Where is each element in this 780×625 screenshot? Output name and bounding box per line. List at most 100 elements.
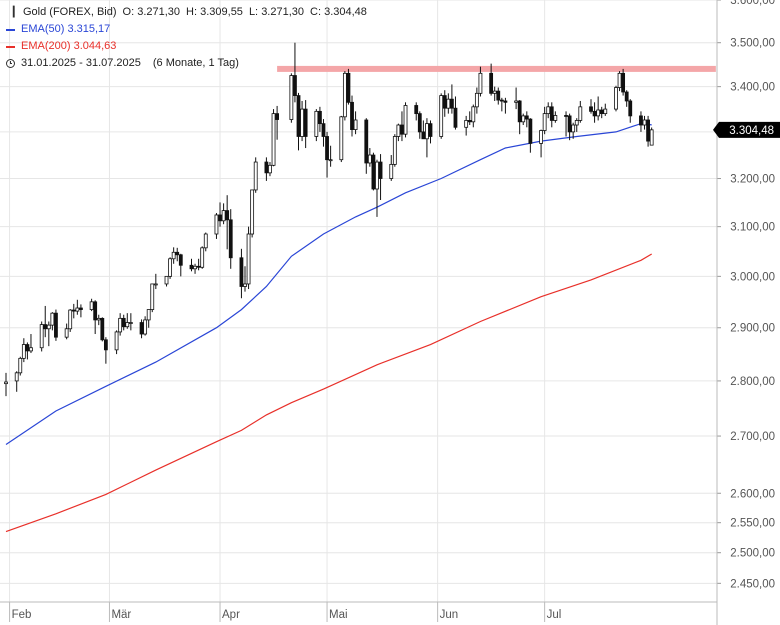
candle-body <box>54 312 58 338</box>
legend-ema50-row[interactable]: EMA(50) 3.315,17 <box>6 21 367 38</box>
candle <box>14 371 19 392</box>
candle <box>246 226 251 290</box>
close-label: C: <box>310 6 322 18</box>
ema50-series <box>5 122 652 445</box>
candle-body <box>539 130 543 144</box>
candle-body <box>546 106 551 115</box>
candle <box>79 304 83 318</box>
candle-body <box>246 233 251 285</box>
candle-body <box>264 161 269 174</box>
open-label: O: <box>122 6 135 18</box>
candle-body <box>14 372 19 382</box>
candle-body <box>474 92 479 108</box>
candle-body <box>624 91 629 102</box>
candle <box>225 195 230 250</box>
candle-body <box>125 322 130 328</box>
candle <box>321 119 326 147</box>
candle <box>439 93 444 139</box>
candle-body <box>478 72 483 94</box>
candle-body <box>439 95 444 137</box>
y-tick-label: 3.100,00 <box>730 222 775 234</box>
candle-body <box>528 118 533 144</box>
legend-range-row: 31.01.2025 - 31.07.2025 (6 Monate, 1 Tag… <box>6 55 367 72</box>
candle <box>346 68 351 105</box>
candle <box>153 273 158 290</box>
candle <box>449 84 454 114</box>
candle <box>164 275 169 287</box>
candle-body <box>400 124 404 135</box>
candle-body <box>599 109 604 115</box>
candle-body <box>164 275 169 285</box>
candle-body <box>175 251 180 256</box>
candle <box>503 97 508 114</box>
candle-body <box>521 115 526 123</box>
candle <box>396 123 401 142</box>
candle-body <box>639 115 643 126</box>
candle <box>524 111 529 128</box>
low-value: 3.271,30 <box>261 6 305 18</box>
y-tick-label: 2.600,00 <box>730 488 775 500</box>
close-value: 3.304,48 <box>324 6 367 18</box>
x-tick-label: Jun <box>440 609 459 621</box>
candle <box>567 113 572 141</box>
candle-body <box>303 108 308 137</box>
candle-body <box>446 98 451 109</box>
candle <box>114 330 119 355</box>
candle-body <box>39 324 44 349</box>
candle <box>18 356 23 376</box>
candle <box>43 305 48 338</box>
candle-body <box>592 110 597 117</box>
candle-body <box>492 90 497 94</box>
candle-body <box>325 136 329 161</box>
candle-body <box>499 99 504 102</box>
candle-body <box>549 106 554 121</box>
candle-body <box>318 110 322 125</box>
symbol-name: Gold (FOREX, Bid) <box>23 6 117 18</box>
candle-body <box>293 75 297 96</box>
date-range: 31.01.2025 - 31.07.2025 <box>21 57 141 69</box>
candle-body <box>146 309 151 321</box>
candle-body <box>389 163 394 179</box>
candle <box>371 152 376 191</box>
candle <box>367 148 372 167</box>
candle <box>539 129 543 158</box>
candle-body <box>4 381 8 385</box>
candle <box>574 118 579 132</box>
candle <box>589 99 593 114</box>
candle-body <box>428 123 433 137</box>
candle-body <box>89 301 94 310</box>
high-value: 3.309,55 <box>200 6 243 18</box>
candle <box>296 92 301 151</box>
candle <box>546 102 551 119</box>
candle <box>75 299 80 315</box>
candle <box>71 303 76 319</box>
candle <box>478 66 483 97</box>
candle <box>603 103 608 116</box>
candle <box>549 102 554 128</box>
candle-body <box>514 100 519 103</box>
candle <box>342 71 347 121</box>
candle <box>442 90 447 117</box>
candle <box>118 313 123 336</box>
candle <box>21 338 26 363</box>
candle-body <box>268 164 272 174</box>
candle-body <box>350 101 354 130</box>
candle-body <box>275 113 280 120</box>
candle <box>100 317 105 342</box>
ema50-value: 3.315,17 <box>67 23 111 35</box>
legend-ema200-row[interactable]: EMA(200) 3.044,63 <box>6 38 367 55</box>
candle <box>125 313 130 329</box>
candle-body <box>296 95 301 137</box>
candle-body <box>239 257 244 287</box>
candle <box>339 115 344 163</box>
candle <box>642 115 647 130</box>
candle-body <box>93 301 98 321</box>
candle-body <box>553 115 558 121</box>
candle-body <box>489 72 494 94</box>
candle-body <box>171 251 176 260</box>
candle <box>350 95 354 137</box>
candle-body <box>114 331 119 351</box>
candle-body <box>567 115 572 133</box>
candle <box>514 87 519 110</box>
